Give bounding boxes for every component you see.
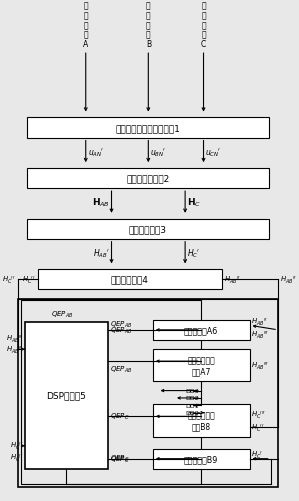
Text: $QEP_{AB}$: $QEP_{AB}$ [110,325,132,335]
Bar [27,219,269,239]
Text: $u_{AN}{}^{\prime}$: $u_{AN}{}^{\prime}$ [88,146,104,158]
Text: $u_{CN}{}^{\prime}$: $u_{CN}{}^{\prime}$ [205,146,222,158]
Text: $H_{AB}{}^{\prime\prime\prime}$: $H_{AB}{}^{\prime\prime\prime}$ [251,360,270,372]
Text: DD1: DD1 [185,403,199,408]
Text: 可变线程选择
电路A7: 可变线程选择 电路A7 [187,356,215,375]
Text: $QEP_C$: $QEP_C$ [110,454,129,464]
Text: DD2: DD2 [185,396,199,401]
Text: $\mathbf{H}_{C}$: $\mathbf{H}_{C}$ [187,196,201,209]
Bar [18,299,278,487]
Text: $H_C{}^{\prime\prime}$: $H_C{}^{\prime\prime}$ [251,422,265,433]
Bar [38,270,222,290]
Text: 锁相环电路A6: 锁相环电路A6 [184,326,218,335]
Text: $\mathbf{H}_{AB}$: $\mathbf{H}_{AB}$ [92,196,110,209]
Text: 信号隔离电路3: 信号隔离电路3 [129,224,167,233]
Text: 电
机
端
子
C: 电 机 端 子 C [201,2,206,49]
Text: $H_C{}^{\prime}$: $H_C{}^{\prime}$ [187,247,200,260]
Text: $H_C{}^{\prime}$: $H_C{}^{\prime}$ [251,448,264,460]
Text: $H_{AB}{}^{\prime}$: $H_{AB}{}^{\prime}$ [93,247,110,260]
Text: 过零点检测电路2: 过零点检测电路2 [126,174,170,183]
Text: 电
机
端
子
B: 电 机 端 子 B [146,2,151,49]
Text: $QEP_{AB}$: $QEP_{AB}$ [110,319,132,329]
Text: $H_C{}^{\prime\prime}$: $H_C{}^{\prime\prime}$ [2,274,16,285]
Text: 电
机
端
子
A: 电 机 端 子 A [83,2,89,49]
Text: $H_{AB}{}^{\prime\prime}$: $H_{AB}{}^{\prime\prime}$ [280,274,297,285]
Text: $H_C{}^{\prime\prime\prime}$: $H_C{}^{\prime\prime\prime}$ [251,409,266,420]
Bar [153,320,250,340]
Text: DD3: DD3 [185,388,199,393]
Text: 信号整形电路4: 信号整形电路4 [111,275,149,284]
Text: $H_{AB}{}^{\prime\prime}$: $H_{AB}{}^{\prime\prime}$ [224,274,241,285]
Bar [25,322,108,469]
Text: $QEP_C$: $QEP_C$ [110,411,129,422]
Text: $H_{AB}{}^{\prime\prime\prime}$: $H_{AB}{}^{\prime\prime\prime}$ [251,329,270,340]
Bar [27,168,269,189]
Bar [27,118,269,138]
Text: DSP控制器5: DSP控制器5 [46,391,86,400]
Bar [153,449,250,469]
Text: 可变线程选择
电路B8: 可变线程选择 电路B8 [187,411,215,430]
Text: $H_{AB}{}^{\prime\prime}$: $H_{AB}{}^{\prime\prime}$ [251,316,268,328]
Text: $H_C{}^{\prime\prime}$: $H_C{}^{\prime\prime}$ [22,274,36,285]
Text: $H_C{}^{\prime\prime}$: $H_C{}^{\prime\prime}$ [10,452,23,463]
Text: 电压提取与信号滤波电路1: 电压提取与信号滤波电路1 [115,124,180,133]
Text: $H_C{}^{\prime\prime}$: $H_C{}^{\prime\prime}$ [10,440,23,451]
Bar [21,301,201,484]
Bar [153,350,250,382]
Text: DD0: DD0 [185,410,199,415]
Text: $QEP_{AB}$: $QEP_{AB}$ [51,309,73,319]
Text: $QEP_{AB}$: $QEP_{AB}$ [110,364,132,374]
Bar [153,405,250,437]
Text: $H_{AB}{}^{\prime\prime}$: $H_{AB}{}^{\prime\prime}$ [6,333,23,344]
Text: $H_{AB}{}^{\prime\prime}$: $H_{AB}{}^{\prime\prime}$ [6,344,23,355]
Text: 锁相环电路B9: 锁相环电路B9 [184,454,218,463]
Text: $QEP_C$: $QEP_C$ [110,453,129,463]
Text: $u_{BN}{}^{\prime}$: $u_{BN}{}^{\prime}$ [150,146,166,158]
